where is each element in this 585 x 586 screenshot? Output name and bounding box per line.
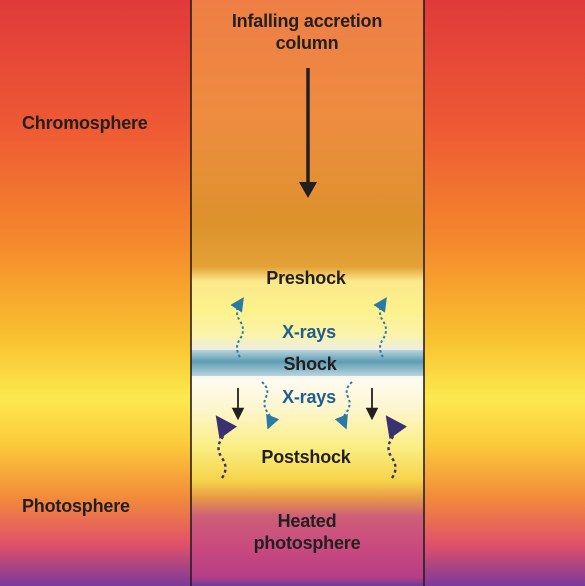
column-label-line2: column: [275, 33, 339, 53]
xrays-upper-label: X-rays: [282, 322, 336, 342]
xray-down-right-arrow: [334, 381, 353, 430]
photosphere-label: Photosphere: [22, 496, 130, 516]
xray-down-left-arrow: [261, 381, 280, 430]
postshock-label: Postshock: [261, 447, 351, 467]
column-label-line1: Infalling accretion: [231, 11, 383, 31]
heated-label-line1: Heated: [277, 511, 337, 531]
uv-up-left-arrow: [215, 415, 238, 479]
heated-photosphere-label: Heated photosphere: [254, 510, 361, 554]
shock-label: Shock: [283, 354, 337, 374]
shock-band: [191, 350, 424, 376]
heated-label-line2: photosphere: [253, 533, 361, 553]
column-label: Infalling accretion column: [232, 10, 382, 54]
xrays-lower-label: X-rays: [282, 387, 336, 407]
chromosphere-label: Chromosphere: [22, 113, 148, 133]
preshock-label: Preshock: [266, 268, 346, 288]
uv-up-right-arrow: [385, 415, 408, 479]
infall-arrow-head: [299, 182, 317, 198]
